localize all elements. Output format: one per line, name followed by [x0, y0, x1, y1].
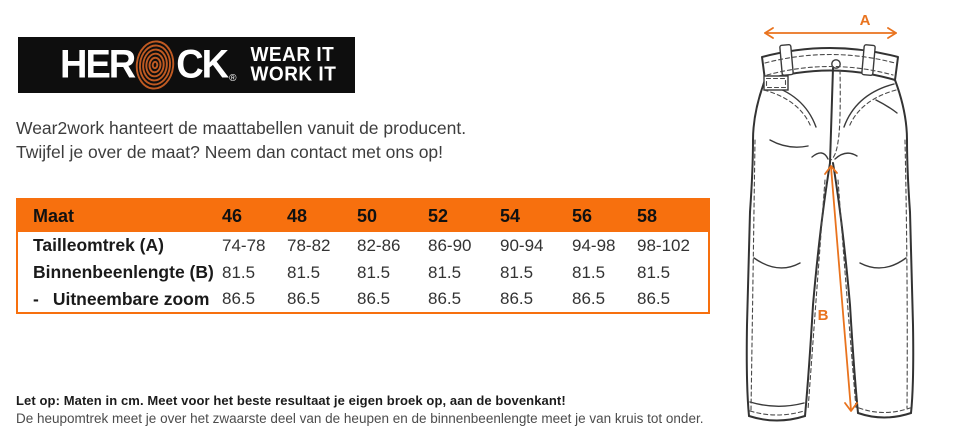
size-cell: 86.5: [428, 289, 462, 308]
column-header-58: 58: [637, 199, 709, 232]
row-label-binnenbeenlengte: Binnenbeenlengte (B): [33, 262, 214, 282]
size-cell: 74-78: [222, 235, 266, 255]
note-measure-bold: Let op: Maten in cm. Meet voor het beste…: [16, 393, 566, 408]
row-label-uitneembare-zoom: - Uitneembare zoom: [17, 286, 222, 313]
column-header-maat: Maat: [17, 199, 222, 232]
size-cell: 86.5: [357, 289, 391, 308]
brand-text-left: HER: [60, 42, 136, 88]
brand-tagline: WEAR IT WORK IT: [250, 43, 337, 86]
tagline-line-1: WEAR IT: [250, 43, 335, 66]
fingerprint-icon: [136, 40, 175, 90]
brand-wordmark: HER CK ®: [60, 39, 237, 91]
registered-mark: ®: [229, 73, 237, 84]
table-row-binnenbeenlengte: Binnenbeenlengte (B) 81.5 81.5 81.5 81.5…: [17, 259, 709, 286]
measure-b-label: B: [818, 307, 829, 324]
size-cell: 78-82: [287, 235, 331, 255]
brand-logo: HER CK ® WEAR IT WORK IT: [18, 37, 355, 93]
size-cell: 81.5: [222, 262, 256, 282]
size-cell: 81.5: [428, 262, 462, 282]
size-cell: 98-102: [637, 235, 690, 255]
column-header-56: 56: [572, 199, 637, 232]
intro-line-1: Wear2work hanteert de maattabellen vanui…: [16, 118, 467, 138]
row-label-tailleomtrek: Tailleomtrek (A): [33, 235, 164, 255]
size-cell: 81.5: [357, 262, 391, 282]
size-cell: 86.5: [572, 289, 606, 308]
note-measure-regular: De heupomtrek meet je over het zwaarste …: [16, 411, 704, 426]
pants-outline: [745, 47, 915, 422]
size-cell: 81.5: [637, 262, 671, 282]
intro-text: Wear2work hanteert de maattabellen vanui…: [16, 116, 466, 164]
column-header-50: 50: [357, 199, 428, 232]
table-header-row: Maat 46 48 50 52 54 56 58: [17, 199, 709, 232]
size-cell: 86.5: [222, 289, 256, 308]
size-cell: 81.5: [287, 262, 321, 282]
column-header-52: 52: [428, 199, 500, 232]
size-cell: 81.5: [572, 262, 606, 282]
brand-text-right: CK: [176, 42, 229, 88]
size-cell: 82-86: [357, 235, 401, 255]
size-cell: 86.5: [500, 289, 534, 308]
pants-details: [749, 44, 907, 407]
table-row-uitneembare-zoom: - Uitneembare zoom 86.5 86.5 86.5 86.5 86…: [17, 286, 709, 313]
size-cell: 90-94: [500, 235, 544, 255]
row-label-text: Uitneembare zoom: [52, 288, 210, 309]
intro-line-2: Twijfel je over de maat? Neem dan contac…: [16, 142, 444, 162]
pants-diagram: A: [745, 12, 915, 422]
measure-a-arrow: A: [764, 12, 897, 39]
column-header-54: 54: [500, 199, 572, 232]
measure-a-label: A: [860, 12, 871, 29]
column-header-48: 48: [287, 199, 357, 232]
size-cell: 86-90: [428, 235, 472, 255]
size-table: Maat 46 48 50 52 54 56 58 Tailleomtrek (…: [16, 198, 710, 314]
pants-stitching: [749, 53, 911, 416]
table-row-tailleomtrek: Tailleomtrek (A) 74-78 78-82 82-86 86-90…: [17, 232, 709, 259]
measure-b-arrow: B: [818, 165, 858, 412]
size-cell: 86.5: [287, 289, 321, 308]
size-cell: 94-98: [572, 235, 616, 255]
size-cell: 81.5: [500, 262, 534, 282]
row-label-dash: -: [33, 288, 39, 309]
column-header-46: 46: [222, 199, 287, 232]
size-cell: 86.5: [637, 289, 671, 308]
tagline-line-2: WORK IT: [250, 63, 337, 86]
